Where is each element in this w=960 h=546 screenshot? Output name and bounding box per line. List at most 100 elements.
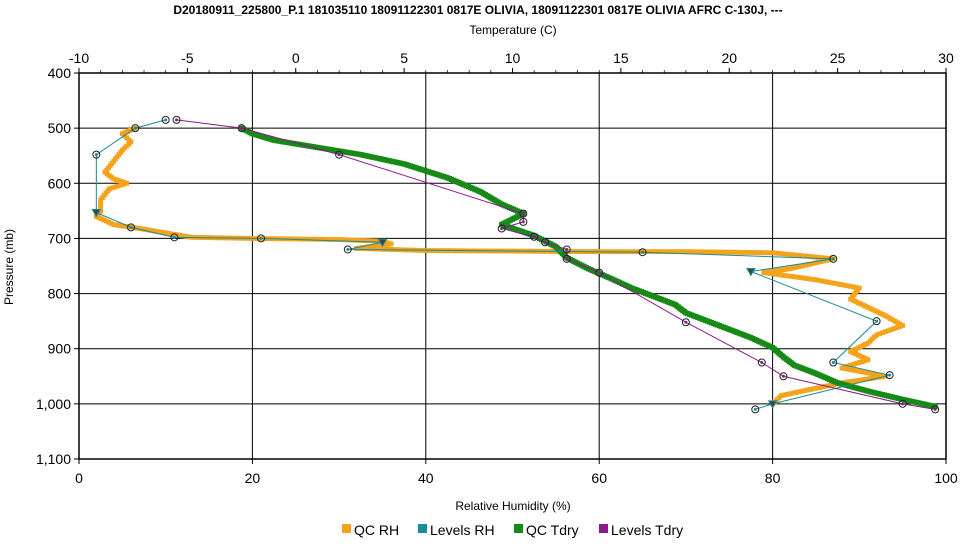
data-point (890, 317, 896, 323)
level-marker (872, 317, 881, 326)
data-point (370, 238, 376, 244)
bottom-tick-label: 20 (245, 470, 261, 486)
data-point (124, 180, 130, 186)
data-point (807, 387, 813, 392)
data-point (385, 241, 391, 247)
level-marker-dot (684, 320, 688, 324)
data-point (864, 370, 870, 376)
left-tick-label: 1,100 (36, 451, 71, 467)
data-point (835, 281, 841, 287)
data-point (853, 346, 858, 352)
level-marker (595, 268, 604, 277)
data-point (776, 250, 782, 256)
data-point (98, 197, 104, 203)
data-point (821, 255, 827, 261)
data-point (143, 227, 148, 232)
data-point (848, 349, 854, 354)
left-tick-label: 400 (48, 65, 72, 81)
data-point (818, 255, 824, 261)
data-point (382, 246, 388, 252)
level-marker (829, 358, 838, 367)
data-point (870, 307, 876, 313)
data-point (355, 237, 361, 243)
level-marker (757, 358, 766, 367)
data-point (781, 267, 787, 273)
chart-title: D20180911_225800_P.1 181035110 180911223… (173, 3, 782, 17)
data-point (787, 266, 793, 272)
level-marker (91, 209, 102, 218)
data-point (770, 271, 776, 277)
data-point (376, 246, 381, 252)
data-point (880, 312, 886, 317)
data-point (729, 249, 735, 255)
bottom-tick-label: 60 (591, 470, 607, 486)
level-marker-dot (521, 220, 525, 224)
data-point (166, 231, 171, 236)
data-point (895, 320, 901, 326)
data-point (114, 222, 119, 228)
data-point (888, 327, 894, 333)
data-point (858, 369, 863, 374)
data-point (791, 252, 797, 258)
data-point (851, 367, 857, 373)
data-point (352, 237, 357, 243)
level-marker-dot (94, 153, 98, 157)
data-point (302, 236, 308, 242)
data-point (113, 177, 119, 183)
data-point (686, 249, 692, 255)
data-point (848, 367, 854, 373)
data-point (865, 340, 871, 346)
data-point (723, 249, 729, 255)
data-point (816, 277, 822, 283)
tick-layer: 0 20 40 60 80 1004005006007008009001,0001,100… (36, 50, 958, 486)
data-point (779, 251, 785, 257)
data-point (125, 129, 130, 134)
data-point (819, 384, 825, 390)
data-point (293, 236, 299, 242)
data-point (183, 233, 189, 239)
data-point (299, 236, 305, 242)
level-marker (530, 232, 539, 241)
data-point (761, 270, 767, 276)
data-point (858, 353, 863, 359)
level-marker (885, 371, 894, 380)
left-tick-label: 800 (48, 286, 72, 302)
data-point (717, 249, 723, 255)
level-marker (343, 245, 352, 254)
data-point (324, 236, 330, 242)
data-point (793, 390, 799, 395)
level-marker-dot (831, 361, 835, 364)
data-point (787, 391, 793, 397)
data-point (867, 370, 873, 376)
level-marker (237, 124, 246, 133)
series-line (95, 127, 904, 405)
data-point (784, 266, 790, 272)
legend-label: QC RH (354, 522, 399, 538)
level-marker-dot (781, 374, 785, 378)
data-point (674, 249, 680, 255)
data-point (109, 185, 115, 191)
data-point (801, 388, 807, 394)
data-point (892, 318, 898, 324)
data-point (786, 273, 791, 279)
left-tick-label: 900 (48, 341, 72, 357)
data-point (816, 385, 822, 391)
level-marker (562, 254, 571, 263)
data-point (882, 329, 888, 335)
bottom-tick-label: 40 (418, 470, 434, 486)
data-point (859, 359, 865, 364)
legend-swatch (418, 524, 427, 533)
data-point (850, 350, 856, 356)
data-point (856, 360, 862, 365)
data-point (698, 249, 704, 255)
level-marker (541, 238, 550, 247)
data-point (118, 182, 124, 188)
legend-label: Levels RH (430, 522, 495, 538)
data-point (847, 283, 853, 289)
data-point (841, 282, 847, 288)
level-marker-dot (753, 407, 757, 411)
data-point (137, 226, 143, 231)
data-point (154, 229, 160, 234)
data-point (360, 246, 366, 251)
